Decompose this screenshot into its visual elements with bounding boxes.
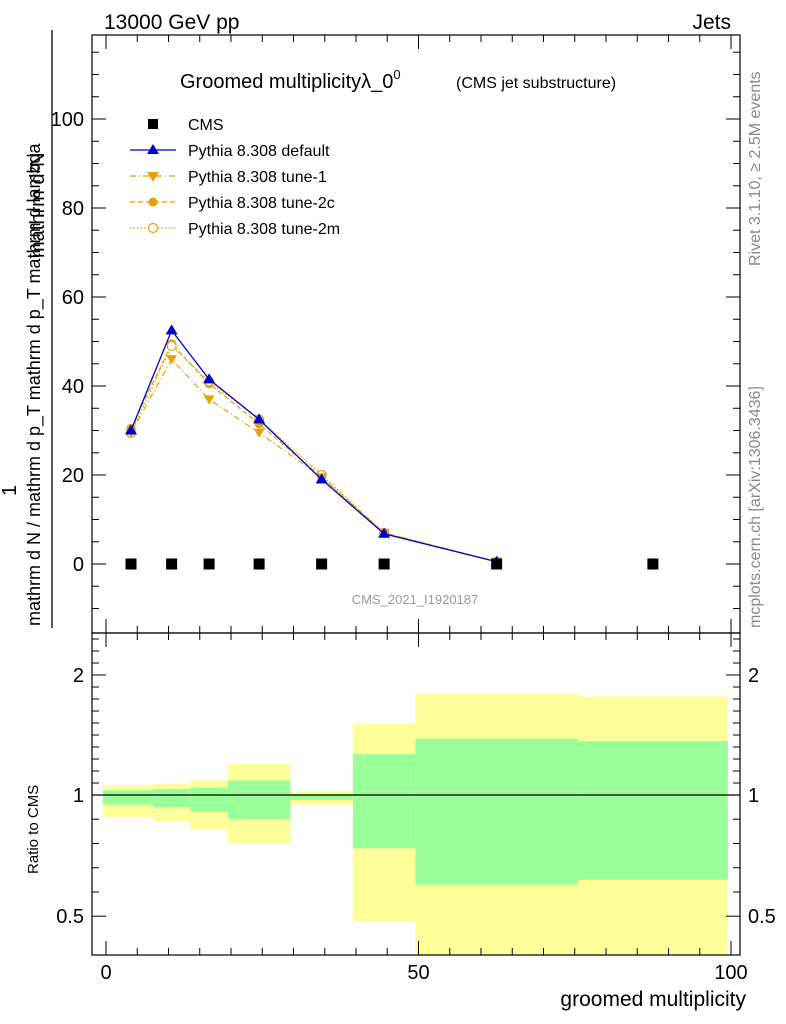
data-point-tune1 <box>253 428 265 438</box>
legend-item-cms: CMS <box>148 117 224 134</box>
data-point-default <box>315 473 328 484</box>
y-tick-label: 40 <box>62 376 84 398</box>
chart-title: Groomed multiplicityλ_00 <box>180 67 401 93</box>
chart-title-sup: 0 <box>393 67 400 82</box>
legend: CMS Pythia 8.308 default Pythia 8.308 tu… <box>130 117 340 238</box>
data-point-tune1 <box>203 395 215 405</box>
legend-item-tune2m: Pythia 8.308 tune-2m <box>130 221 340 238</box>
ratio-plot-frame <box>91 632 741 956</box>
series-line-circle <box>130 342 497 563</box>
main-y-axis-label: 1 mathrm d²N mathrm d N / mathrm d p_T m… <box>0 30 53 628</box>
ratio-y-tick-label: 0.5 <box>56 906 84 928</box>
legend-marker-tune2m <box>147 222 159 234</box>
y-label-one: 1 <box>0 485 21 496</box>
ratio-y-tick-label-right: 2 <box>748 665 759 687</box>
legend-marker-default <box>147 144 159 154</box>
x-tick-label: 100 <box>714 962 747 984</box>
y-label-numerator: mathrm d²N <box>27 152 49 258</box>
y-tick-label: 20 <box>62 465 84 487</box>
legend-item-tune1: Pythia 8.308 tune-1 <box>130 169 327 186</box>
y-tick-label: 0 <box>73 554 84 576</box>
ratio-band-green <box>352 754 416 849</box>
header-right: Jets <box>692 11 731 34</box>
legend-item-tune2c: Pythia 8.308 tune-2c <box>130 195 335 212</box>
x-tick-label: 0 <box>100 962 111 984</box>
y-tick-label: 100 <box>51 109 84 131</box>
data-point-tune2m <box>166 340 177 352</box>
data-point-cms <box>166 558 178 570</box>
legend-marker-cms <box>148 119 158 129</box>
data-point-cms <box>491 558 503 570</box>
ratio-band-green <box>152 789 191 808</box>
ratio-band-green <box>415 738 578 885</box>
data-point-default <box>253 413 266 424</box>
x-axis-label: groomed multiplicity <box>560 988 746 1011</box>
legend-marker-tune2c <box>148 197 158 207</box>
series-line-triangle-up <box>130 329 497 563</box>
ratio-band-green <box>227 780 291 820</box>
data-point-cms <box>378 558 390 570</box>
y-tick-label: 60 <box>62 287 84 309</box>
side-mcplots-label: mcplots.cern.ch [arXiv:1306.3436] <box>747 386 764 628</box>
ratio-y-axis-label: Ratio to CMS <box>25 785 42 874</box>
legend-label-cms: CMS <box>188 117 224 134</box>
ratio-y-tick-label: 1 <box>73 785 84 807</box>
legend-label-tune2c: Pythia 8.308 tune-2c <box>188 195 335 212</box>
header-left: 13000 GeV pp <box>104 11 239 34</box>
y-label-denominator: mathrm d N / mathrm d p_T mathrm d p_T m… <box>24 143 45 626</box>
main-plot-axes: 0 20 40 60 80 100 <box>51 35 740 633</box>
chart-subtitle: (CMS jet substructure) <box>456 75 616 92</box>
main-series <box>125 324 659 570</box>
ratio-bands <box>92 694 740 955</box>
legend-label-default: Pythia 8.308 default <box>188 143 330 160</box>
data-point-default <box>203 373 216 384</box>
ratio-y-tick-label-right: 1 <box>748 785 759 807</box>
series-line-triangle-down <box>130 358 497 563</box>
series-line-circle-open <box>130 344 497 563</box>
ratio-plot-axes: 0.5 0.5 1 1 2 2 0 50 100 <box>56 633 776 984</box>
data-point-tune1 <box>166 355 178 365</box>
data-point-default <box>165 324 178 335</box>
legend-marker-tune1 <box>147 172 159 182</box>
x-tick-label: 50 <box>407 962 429 984</box>
legend-label-tune2m: Pythia 8.308 tune-2m <box>188 221 340 238</box>
ratio-y-tick-label-right: 0.5 <box>748 906 776 928</box>
data-point-cms <box>253 558 265 570</box>
chart-title-main: Groomed multiplicityλ_0 <box>180 71 393 93</box>
watermark: CMS_2021_I1920187 <box>352 592 479 607</box>
ratio-y-tick-label: 2 <box>73 665 84 687</box>
legend-item-default: Pythia 8.308 default <box>130 143 330 160</box>
ratio-band-green <box>290 793 353 800</box>
ratio-band-green <box>577 741 728 880</box>
data-point-cms <box>203 558 215 570</box>
data-point-default <box>125 424 137 435</box>
ratio-band-green <box>190 787 228 812</box>
ratio-band-green <box>102 790 153 805</box>
legend-label-tune1: Pythia 8.308 tune-1 <box>188 169 327 186</box>
side-rivet-label: Rivet 3.1.10, ≥ 2.5M events <box>747 71 764 266</box>
data-point-cms <box>316 558 328 570</box>
y-tick-label: 80 <box>62 198 84 220</box>
data-point-cms <box>647 558 659 570</box>
data-point-default <box>378 527 391 538</box>
data-point-cms <box>125 558 137 570</box>
